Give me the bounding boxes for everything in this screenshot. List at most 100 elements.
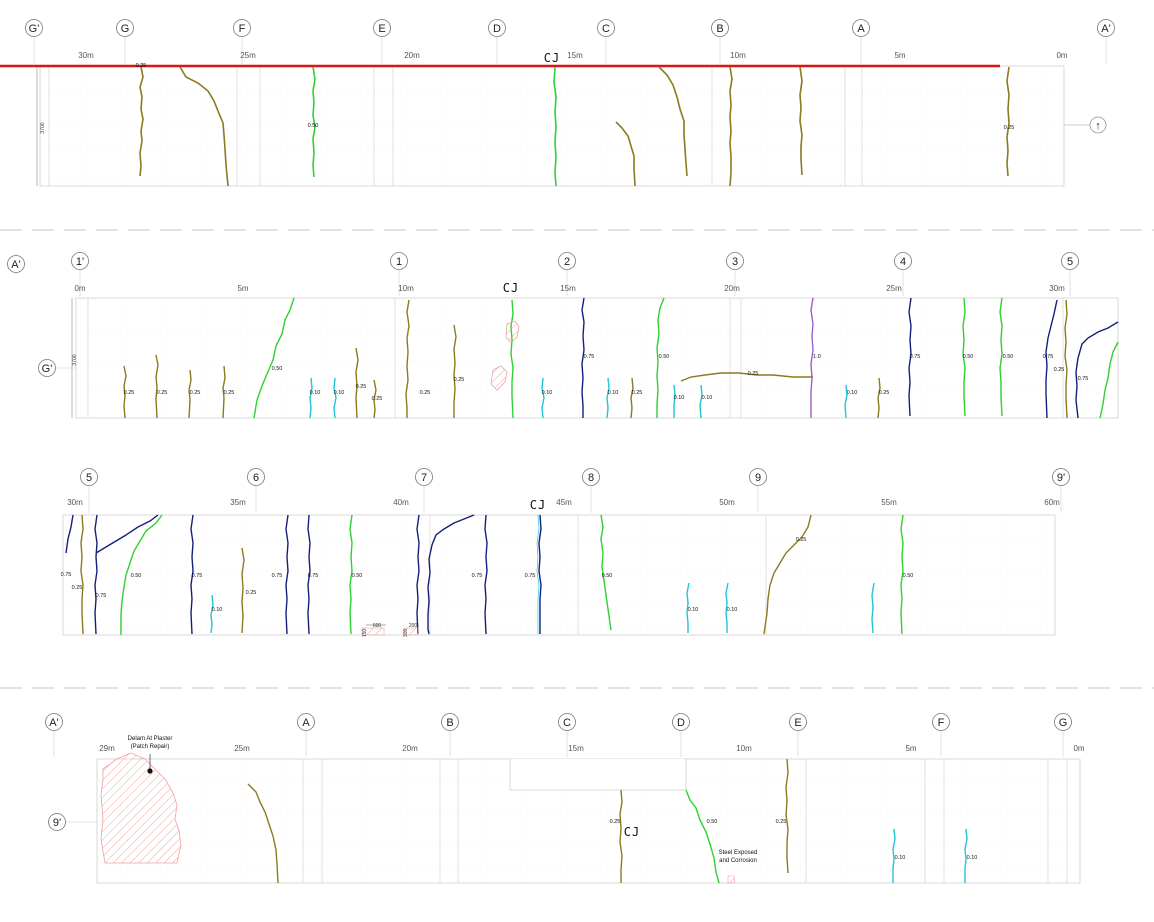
crack-line: [307, 514, 311, 635]
grid-bubble-label: A: [302, 717, 310, 729]
elevation-panel-4: [96, 758, 1081, 884]
steel-exposure-hatch: [727, 875, 736, 884]
crack-line: [309, 377, 313, 419]
elevation-panel-3: [62, 514, 1056, 636]
distance-label: 29m: [99, 744, 115, 753]
crack-line: [188, 369, 192, 419]
svg-text:↑: ↑: [1095, 120, 1101, 132]
crack-width-label: 0.50: [131, 573, 142, 579]
distance-label: 10m: [736, 744, 752, 753]
distance-label: 55m: [881, 498, 897, 507]
grid-bubble: 8: [582, 468, 600, 486]
construction-joint-label: CJ: [624, 825, 640, 839]
spalling-hatch: [403, 627, 419, 636]
grid-bubbles: G' G F E D C B A A' A' 1' 1 2 3 4 5 G' 5 6 7 8 9 9' A' A B C D E F G 9': [7, 19, 1115, 831]
crack-lines-row-2: [123, 297, 1119, 419]
distance-label: 15m: [567, 51, 583, 60]
crack-line: [541, 377, 545, 419]
construction-joint-label: CJ: [503, 281, 519, 295]
grid-bubble: G': [38, 359, 56, 377]
crack-line: [285, 514, 289, 635]
crack-line: [785, 758, 789, 874]
distance-label: 30m: [78, 51, 94, 60]
crack-line: [685, 789, 720, 884]
grid-bubble: 9': [48, 813, 66, 831]
grid-bubble: 5: [1061, 252, 1079, 270]
crack-width-label: 0.25: [454, 377, 465, 383]
grid-bubble: F: [932, 713, 950, 731]
crack-line: [581, 297, 585, 418]
distance-label: 25m: [234, 744, 250, 753]
delamination-hatch: [100, 752, 182, 864]
distance-label: 0m: [1056, 51, 1067, 60]
distance-label: 60m: [1044, 498, 1060, 507]
grid-bubble-label: B: [446, 717, 453, 729]
crack-line: [120, 514, 163, 635]
crack-width-label: 0.10: [310, 390, 321, 396]
distance-label: 15m: [568, 744, 584, 753]
spalling-hatch: [361, 627, 385, 636]
distance-label: 15m: [560, 284, 576, 293]
construction-joint-labels: CJ CJ CJ CJ: [503, 51, 640, 839]
grid-bubble: 4: [894, 252, 912, 270]
grid-bubble-label: E: [378, 23, 385, 35]
grid-bubble: D: [488, 19, 506, 37]
grid-bubble: 2: [558, 252, 576, 270]
crack-width-label: 0.50: [903, 573, 914, 579]
crack-width-label: 0.50: [272, 366, 283, 372]
crack-width-label: 0.25: [356, 384, 367, 390]
distance-label: 20m: [404, 51, 420, 60]
delam-note-line2: (Patch Repair): [131, 744, 170, 750]
crack-line: [373, 379, 377, 419]
grid-bubble-label: G: [1059, 717, 1068, 729]
grid-bubble: 3: [726, 252, 744, 270]
crack-width-label: 0.50: [1003, 354, 1014, 360]
crack-width-label: 0.25: [610, 819, 621, 825]
crack-line: [349, 514, 353, 635]
distance-label: 45m: [556, 498, 572, 507]
crack-width-label: 0.75: [308, 573, 319, 579]
grid-bubble-label: 8: [588, 472, 594, 484]
crack-lines-row-3: [65, 514, 904, 635]
crack-line: [673, 384, 676, 418]
dimension-label: 300: [403, 629, 409, 638]
crack-width-label: 0.25: [246, 590, 257, 596]
crack-line: [190, 514, 194, 635]
grid-bubble: 1: [390, 252, 408, 270]
distance-label: 5m: [894, 51, 905, 60]
distance-label: 10m: [730, 51, 746, 60]
distance-label: 50m: [719, 498, 735, 507]
grid-bubble-label: 2: [564, 256, 570, 268]
crack-width-label: 0.75: [472, 573, 483, 579]
crack-width-label: 0.25: [136, 63, 147, 69]
grid-bubble: 5: [80, 468, 98, 486]
crack-line: [725, 582, 729, 633]
crack-line: [355, 347, 359, 419]
crack-line: [656, 297, 665, 418]
crack-line: [222, 365, 226, 419]
crack-width-label: 0.25: [1004, 125, 1015, 131]
grid-bubble: G: [116, 19, 134, 37]
crack-width-label: 0.10: [895, 855, 906, 861]
grid-bubble: E: [373, 19, 391, 37]
grid-bubble: 1': [71, 252, 89, 270]
crack-width-label: 0.10: [212, 607, 223, 613]
crack-line: [155, 354, 159, 419]
crack-width-label: 0.50: [659, 354, 670, 360]
crack-line: [658, 66, 688, 177]
crack-width-label: 0.75: [192, 573, 203, 579]
crack-line: [763, 514, 812, 635]
grid-bubble: A: [297, 713, 315, 731]
crack-line: [312, 66, 316, 178]
grid-bubble-label: B: [716, 23, 723, 35]
crack-lines-row-1: [139, 66, 1010, 187]
crack-line: [680, 372, 813, 382]
grid-bubble-label: D: [677, 717, 685, 729]
crack-width-label: 1.0: [813, 354, 821, 360]
crack-line: [630, 377, 634, 419]
crack-line: [892, 828, 896, 883]
crack-width-label: 0.25: [1054, 367, 1065, 373]
grid-bubble-label: A': [11, 259, 20, 271]
